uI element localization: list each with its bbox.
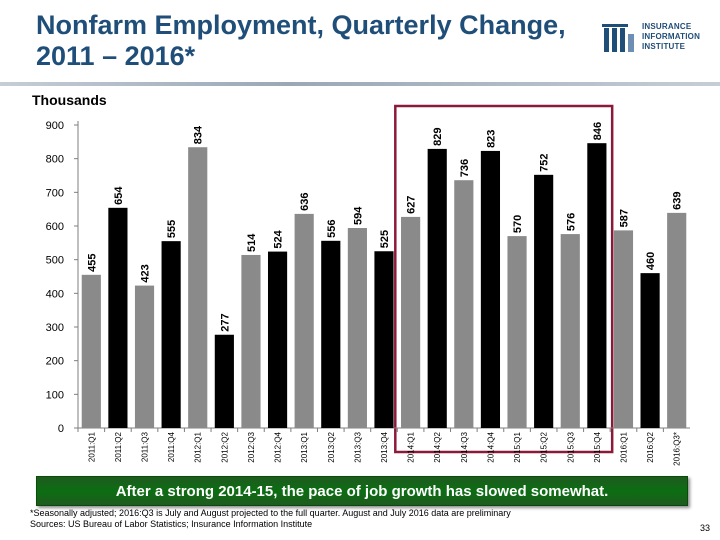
x-tick-label: 2012:Q4 xyxy=(274,431,283,462)
bar xyxy=(241,254,261,428)
bar xyxy=(480,150,501,428)
bar xyxy=(454,180,474,428)
y-tick-label: 600 xyxy=(46,221,64,233)
bar xyxy=(294,213,314,428)
bar xyxy=(613,230,634,428)
footnote-line-1: *Seasonally adjusted; 2016:Q3 is July an… xyxy=(30,508,511,518)
bar-value-label: 525 xyxy=(379,230,391,248)
x-tick-label: 2015:Q3 xyxy=(566,431,575,462)
x-tick-label: 2013:Q4 xyxy=(380,431,389,462)
bar-value-label: 587 xyxy=(618,209,630,227)
bar xyxy=(161,241,181,428)
y-tick-label: 100 xyxy=(46,389,64,401)
logo-text: INSURANCE INFORMATION INSTITUTE xyxy=(642,22,701,51)
x-tick-label: 2012:Q1 xyxy=(194,431,203,462)
bar xyxy=(587,143,607,428)
y-tick-label: 0 xyxy=(58,423,64,435)
x-tick-label: 2012:Q2 xyxy=(220,431,229,462)
page-title: Nonfarm Employment, Quarterly Change, 20… xyxy=(36,10,566,71)
bar-value-label: 752 xyxy=(539,153,551,171)
bar xyxy=(401,216,421,428)
x-tick-label: 2014:Q4 xyxy=(486,431,495,462)
x-tick-label: 2013:Q3 xyxy=(353,431,362,462)
x-tick-label: 2014:Q2 xyxy=(433,431,442,462)
iii-logo-icon xyxy=(602,24,634,52)
bar xyxy=(267,251,288,428)
bar xyxy=(108,207,128,428)
x-tick-label: 2011:Q4 xyxy=(167,431,176,462)
bar xyxy=(560,234,580,428)
employment-bar-chart: 0 100 200 300 400 500 600 700 800 900 455 2011:Q1 65… xyxy=(46,104,690,466)
bar-value-label: 455 xyxy=(86,253,98,271)
bar xyxy=(667,212,687,428)
x-tick-label: 2015:Q1 xyxy=(513,431,522,462)
bar-value-label: 736 xyxy=(459,159,471,177)
y-tick-label: 800 xyxy=(46,154,64,166)
bar xyxy=(374,251,394,428)
y-tick-label: 900 xyxy=(46,120,64,132)
bar xyxy=(81,274,101,428)
bar xyxy=(347,228,367,428)
bar xyxy=(507,236,527,428)
bar-value-label: 277 xyxy=(219,313,231,331)
bar-value-label: 555 xyxy=(166,220,178,238)
bar-value-label: 834 xyxy=(193,125,205,144)
y-tick-label: 500 xyxy=(46,255,64,267)
x-tick-label: 2015:Q2 xyxy=(540,431,549,462)
bar-value-label: 423 xyxy=(140,264,152,282)
x-tick-label: 2015:Q4 xyxy=(593,431,602,462)
bar xyxy=(321,240,341,428)
x-tick-label: 2013:Q2 xyxy=(327,431,336,462)
x-tick-label: 2013:Q1 xyxy=(300,431,309,462)
bar-value-label: 570 xyxy=(512,215,524,233)
bar xyxy=(188,147,208,428)
bar-value-label: 556 xyxy=(326,219,338,237)
highlight-box xyxy=(394,104,614,454)
bar-value-label: 576 xyxy=(565,213,577,231)
units-label: Thousands xyxy=(32,92,107,108)
iii-logo: INSURANCE INFORMATION INSTITUTE xyxy=(602,18,714,62)
bar-value-label: 460 xyxy=(645,252,657,270)
bar xyxy=(534,174,554,428)
bar-value-label: 829 xyxy=(432,128,444,146)
y-tick-label: 400 xyxy=(46,288,64,300)
bar xyxy=(427,148,447,429)
bar-value-label: 639 xyxy=(672,192,684,210)
bar-value-label: 636 xyxy=(299,193,311,211)
page-number: 33 xyxy=(700,523,711,533)
y-tick-label: 300 xyxy=(46,322,64,334)
callout-banner: After a strong 2014-15, the pace of job … xyxy=(36,476,688,506)
bar xyxy=(134,285,155,428)
bar xyxy=(640,273,660,428)
x-tick-label: 2011:Q3 xyxy=(141,431,150,462)
bar-value-label: 627 xyxy=(406,196,418,214)
footnote: *Seasonally adjusted; 2016:Q3 is July an… xyxy=(30,508,650,530)
bar xyxy=(214,334,234,428)
footnote-line-2: Sources: US Bureau of Labor Statistics; … xyxy=(30,519,313,529)
bar-value-label: 846 xyxy=(592,122,604,140)
x-tick-label: 2016:Q1 xyxy=(619,431,628,462)
x-tick-label: 2012:Q3 xyxy=(247,431,256,462)
x-tick-label: 2014:Q3 xyxy=(460,431,469,462)
y-tick-label: 200 xyxy=(46,356,64,368)
x-tick-label: 2011:Q1 xyxy=(87,431,96,462)
bar-value-label: 524 xyxy=(273,229,285,248)
x-tick-label: 2016:Q2 xyxy=(646,431,655,462)
bar-value-label: 594 xyxy=(352,206,364,225)
y-tick-label: 700 xyxy=(46,187,64,199)
x-tick-label: 2016:Q3* xyxy=(673,432,682,466)
bar-value-label: 654 xyxy=(113,186,125,205)
title-divider xyxy=(0,82,720,86)
bar-value-label: 823 xyxy=(485,130,497,148)
x-tick-label: 2011:Q2 xyxy=(114,431,123,462)
bar-value-label: 514 xyxy=(246,233,258,252)
x-tick-label: 2014:Q1 xyxy=(407,431,416,462)
